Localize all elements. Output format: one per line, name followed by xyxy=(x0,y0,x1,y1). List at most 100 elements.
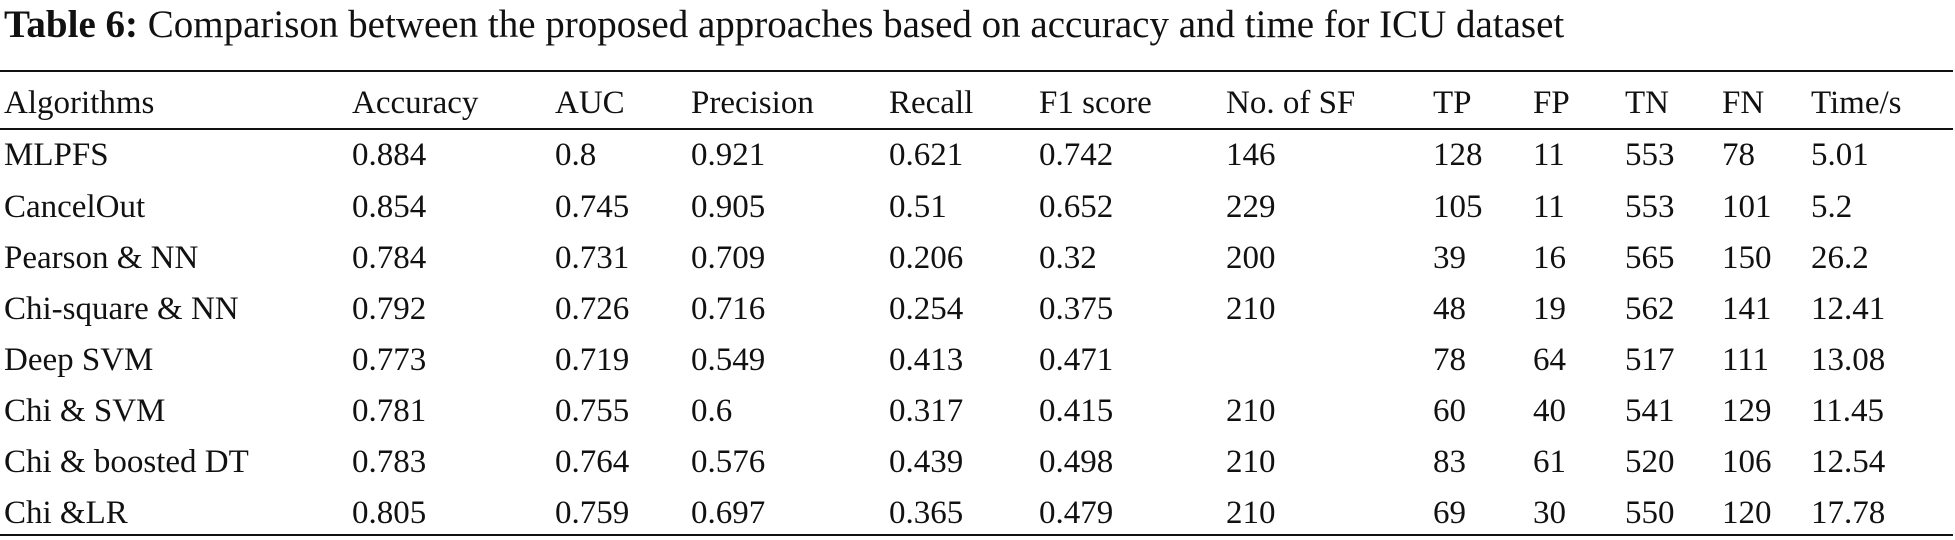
cell-auc: 0.8 xyxy=(555,136,597,173)
cell-time: 5.2 xyxy=(1811,189,1853,225)
cell-auc: 0.719 xyxy=(555,342,630,378)
cell-time: 11.45 xyxy=(1811,393,1885,429)
header-algorithms: Algorithms xyxy=(4,84,155,121)
cell-algorithm: Chi-square & NN xyxy=(4,291,239,327)
cell-tn: 565 xyxy=(1625,240,1675,276)
table-row: Pearson & NN 0.784 0.731 0.709 0.206 0.3… xyxy=(0,233,1911,284)
header-fn: FN xyxy=(1722,84,1765,121)
cell-tn: 553 xyxy=(1625,189,1675,225)
table-bottom-rule xyxy=(0,534,1953,536)
cell-accuracy: 0.805 xyxy=(352,495,427,531)
cell-time: 12.41 xyxy=(1811,291,1886,327)
cell-auc: 0.759 xyxy=(555,495,630,531)
cell-recall: 0.254 xyxy=(889,291,964,327)
cell-fn: 141 xyxy=(1722,291,1772,327)
table-row: MLPFS 0.884 0.8 0.921 0.621 0.742 146 12… xyxy=(0,128,1911,182)
cell-precision: 0.6 xyxy=(691,393,733,429)
cell-fn: 111 xyxy=(1722,342,1770,378)
cell-fn: 120 xyxy=(1722,495,1772,531)
cell-recall: 0.317 xyxy=(889,393,964,429)
cell-accuracy: 0.781 xyxy=(352,393,427,429)
cell-tn: 517 xyxy=(1625,342,1675,378)
cell-precision: 0.697 xyxy=(691,495,766,531)
cell-tp: 39 xyxy=(1433,240,1466,276)
cell-algorithm: Chi &LR xyxy=(4,495,128,531)
cell-auc: 0.731 xyxy=(555,240,630,276)
cell-time: 26.2 xyxy=(1811,240,1869,276)
cell-tp: 78 xyxy=(1433,342,1466,378)
cell-no-of-sf: 210 xyxy=(1226,291,1276,327)
header-time: Time/s xyxy=(1811,84,1902,121)
header-accuracy: Accuracy xyxy=(352,84,479,121)
cell-fp: 11 xyxy=(1533,136,1565,173)
cell-tn: 550 xyxy=(1625,495,1675,531)
cell-auc: 0.755 xyxy=(555,393,630,429)
cell-fp: 19 xyxy=(1533,291,1566,327)
cell-tn: 541 xyxy=(1625,393,1675,429)
cell-no-of-sf xyxy=(1226,335,1433,386)
cell-precision: 0.921 xyxy=(691,136,766,173)
cell-no-of-sf: 210 xyxy=(1226,393,1276,429)
header-recall: Recall xyxy=(889,84,974,121)
table-row: Chi & SVM 0.781 0.755 0.6 0.317 0.415 21… xyxy=(0,386,1911,437)
cell-precision: 0.549 xyxy=(691,342,766,378)
cell-tp: 69 xyxy=(1433,495,1466,531)
table-row: CancelOut 0.854 0.745 0.905 0.51 0.652 2… xyxy=(0,182,1911,233)
cell-fn: 106 xyxy=(1722,444,1772,480)
cell-f1-score: 0.479 xyxy=(1039,495,1114,531)
header-tp: TP xyxy=(1433,84,1472,121)
cell-time: 17.78 xyxy=(1811,495,1886,531)
cell-recall: 0.439 xyxy=(889,444,964,480)
header-auc: AUC xyxy=(555,84,625,121)
cell-fn: 150 xyxy=(1722,240,1772,276)
cell-tn: 520 xyxy=(1625,444,1675,480)
cell-fp: 11 xyxy=(1533,189,1565,225)
cell-algorithm: MLPFS xyxy=(4,136,109,173)
cell-no-of-sf: 146 xyxy=(1226,136,1276,173)
cell-no-of-sf: 210 xyxy=(1226,444,1276,480)
cell-f1-score: 0.375 xyxy=(1039,291,1114,327)
table-caption-text: Comparison between the proposed approach… xyxy=(138,3,1565,46)
header-fp: FP xyxy=(1533,84,1570,121)
cell-auc: 0.726 xyxy=(555,291,630,327)
cell-no-of-sf: 210 xyxy=(1226,495,1276,531)
cell-no-of-sf: 229 xyxy=(1226,189,1276,225)
cell-f1-score: 0.498 xyxy=(1039,444,1114,480)
cell-fp: 61 xyxy=(1533,444,1566,480)
cell-precision: 0.716 xyxy=(691,291,766,327)
table-caption: Table 6: Comparison between the proposed… xyxy=(4,0,1564,50)
header-tn: TN xyxy=(1625,84,1669,121)
cell-fp: 30 xyxy=(1533,495,1566,531)
cell-auc: 0.745 xyxy=(555,189,630,225)
header-precision: Precision xyxy=(691,84,814,121)
cell-f1-score: 0.32 xyxy=(1039,240,1097,276)
cell-fn: 129 xyxy=(1722,393,1772,429)
cell-fp: 40 xyxy=(1533,393,1566,429)
header-no-of-sf: No. of SF xyxy=(1226,84,1356,121)
cell-fn: 101 xyxy=(1722,189,1772,225)
table-row: Chi &LR 0.805 0.759 0.697 0.365 0.479 21… xyxy=(0,488,1911,539)
comparison-table: Algorithms Accuracy AUC Precision Recall… xyxy=(0,78,1911,539)
cell-recall: 0.206 xyxy=(889,240,964,276)
cell-time: 13.08 xyxy=(1811,342,1886,378)
table-row: Deep SVM 0.773 0.719 0.549 0.413 0.471 7… xyxy=(0,335,1911,386)
cell-accuracy: 0.784 xyxy=(352,240,427,276)
cell-tn: 562 xyxy=(1625,291,1675,327)
header-f1-score: F1 score xyxy=(1039,84,1152,121)
cell-auc: 0.764 xyxy=(555,444,630,480)
cell-precision: 0.905 xyxy=(691,189,766,225)
cell-time: 5.01 xyxy=(1811,136,1869,173)
cell-tp: 48 xyxy=(1433,291,1466,327)
cell-f1-score: 0.415 xyxy=(1039,393,1114,429)
table-header-rule xyxy=(0,128,1953,130)
cell-no-of-sf: 200 xyxy=(1226,240,1276,276)
cell-f1-score: 0.471 xyxy=(1039,342,1114,378)
cell-fp: 64 xyxy=(1533,342,1566,378)
cell-tp: 105 xyxy=(1433,189,1483,225)
cell-tp: 60 xyxy=(1433,393,1466,429)
cell-tn: 553 xyxy=(1625,136,1675,173)
table-header-row: Algorithms Accuracy AUC Precision Recall… xyxy=(0,78,1911,128)
cell-algorithm: Deep SVM xyxy=(4,342,154,378)
cell-accuracy: 0.792 xyxy=(352,291,427,327)
